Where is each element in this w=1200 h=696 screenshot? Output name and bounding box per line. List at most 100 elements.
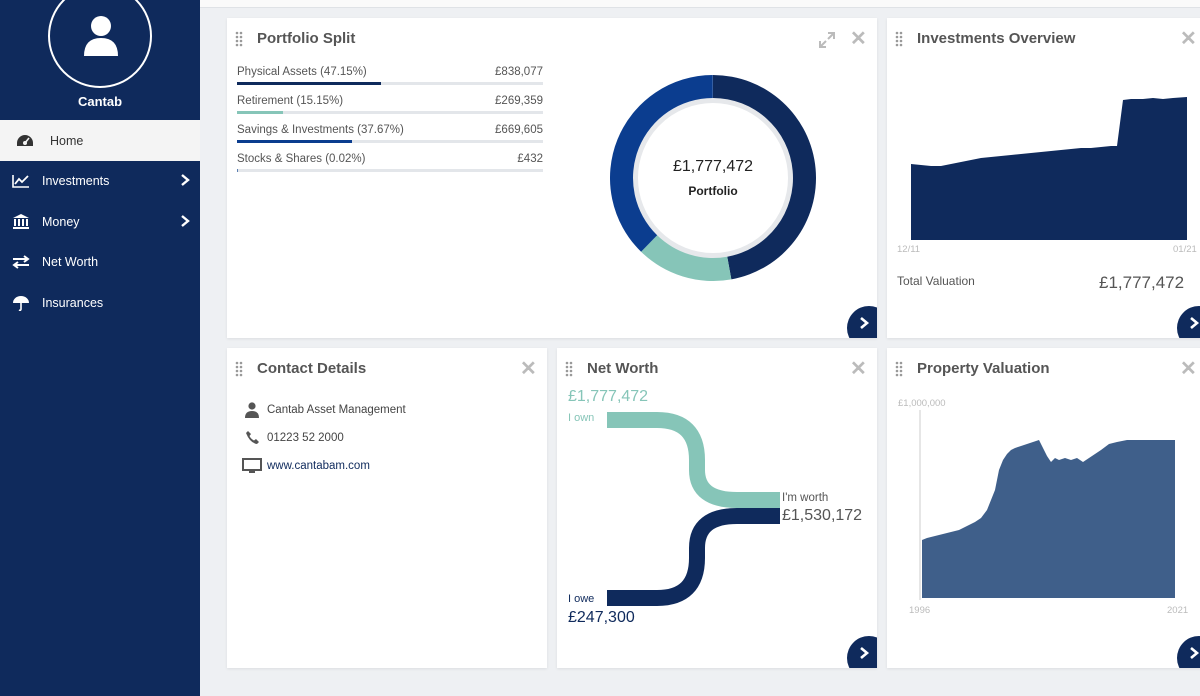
investments-overview-card: Investments Overview ✕ 12/11 01/21 Total… <box>887 18 1200 338</box>
top-bar <box>200 0 1200 8</box>
split-bar-fill <box>237 140 353 143</box>
chart-line-icon <box>10 173 32 189</box>
avatar[interactable] <box>48 0 152 88</box>
split-bar-track <box>237 140 543 143</box>
sidebar-item-net-worth[interactable]: Net Worth <box>0 242 200 283</box>
donut-slice[interactable] <box>713 75 816 280</box>
property-area <box>922 440 1175 598</box>
sidebar-item-home[interactable]: Home <box>0 120 200 161</box>
donut-slice[interactable] <box>641 235 732 281</box>
owe-value: £247,300 <box>568 609 635 626</box>
split-value: £669,605 <box>495 124 543 136</box>
split-bar-fill <box>237 111 284 114</box>
split-value: £838,077 <box>495 66 543 78</box>
chevron-right-icon <box>1190 317 1200 329</box>
close-icon[interactable]: ✕ <box>1180 28 1197 50</box>
close-icon[interactable]: ✕ <box>520 358 537 380</box>
user-icon <box>84 16 118 56</box>
portfolio-split-row: Savings & Investments (37.67%) £669,605 <box>237 124 543 148</box>
split-value: £269,359 <box>495 95 543 107</box>
close-icon[interactable]: ✕ <box>1180 358 1197 380</box>
open-portfolio-button[interactable] <box>847 306 877 338</box>
sidebar-item-money[interactable]: Money <box>0 202 200 243</box>
sidebar-nav: Home Investments Money Net Worth <box>0 120 200 323</box>
own-label: I own <box>568 412 595 424</box>
split-bar-track <box>237 169 543 172</box>
total-valuation-value: £1,777,472 <box>1099 273 1185 292</box>
chevron-right-icon <box>1190 647 1200 659</box>
portfolio-split-row: Stocks & Shares (0.02%) £432 <box>237 153 543 177</box>
sidebar-item-label: Investments <box>42 174 110 189</box>
sidebar-item-investments[interactable]: Investments <box>0 161 200 202</box>
sidebar-item-label: Insurances <box>42 295 104 310</box>
split-label: Retirement (15.15%) <box>237 95 344 107</box>
profile-name: Cantab <box>77 94 123 109</box>
chevron-right-icon <box>860 317 870 329</box>
sidebar-item-label: Home <box>50 133 84 148</box>
contact-company: Cantab Asset Management <box>241 402 406 418</box>
drag-handle-icon[interactable] <box>895 31 903 47</box>
portfolio-split-card: Portfolio Split ✕ Physical Assets (47.15… <box>227 18 877 338</box>
split-bar-track <box>237 111 543 114</box>
card-title: Investments Overview <box>917 30 1076 47</box>
split-label: Physical Assets (47.15%) <box>237 66 367 78</box>
open-investments-button[interactable] <box>1177 306 1200 338</box>
owe-flow <box>607 508 780 606</box>
close-icon[interactable]: ✕ <box>850 28 867 50</box>
drag-handle-icon[interactable] <box>895 361 903 377</box>
owe-label: I owe <box>568 593 595 605</box>
exchange-arrows-icon <box>10 254 32 270</box>
portfolio-split-row: Retirement (15.15%) £269,359 <box>237 95 543 119</box>
donut-center: £1,777,472 Portfolio <box>663 158 763 198</box>
drag-handle-icon[interactable] <box>235 31 243 47</box>
split-value: £432 <box>517 153 543 165</box>
contact-phone[interactable]: 01223 52 2000 <box>241 430 344 445</box>
contact-company-text: Cantab Asset Management <box>267 404 406 416</box>
contact-phone-text: 01223 52 2000 <box>267 431 344 444</box>
donut-value: £1,777,472 <box>672 158 754 175</box>
sidebar-item-label: Money <box>42 214 80 229</box>
split-bar-fill <box>237 82 382 85</box>
contact-website[interactable]: www.cantabam.com <box>241 458 370 474</box>
split-label: Stocks & Shares (0.02%) <box>237 153 366 165</box>
split-bar-track <box>237 82 543 85</box>
dashboard-icon <box>14 133 36 149</box>
website-link[interactable]: www.cantabam.com <box>267 460 370 472</box>
portfolio-split-row: Physical Assets (47.15%) £838,077 <box>237 66 543 90</box>
drag-handle-icon[interactable] <box>235 361 243 377</box>
close-icon[interactable]: ✕ <box>850 358 867 380</box>
monitor-icon <box>241 458 263 474</box>
card-title: Contact Details <box>257 360 367 377</box>
open-property-button[interactable] <box>1177 636 1200 668</box>
bank-icon <box>10 213 32 230</box>
user-profile: Cantab <box>0 0 200 120</box>
property-valuation-card: Property Valuation ✕ £1,000,000 1996 202… <box>887 348 1200 668</box>
phone-icon <box>241 430 263 445</box>
x-axis-end: 01/21 <box>1173 244 1197 255</box>
own-flow <box>607 412 780 508</box>
person-icon <box>241 402 263 418</box>
y-axis-max-label: £1,000,000 <box>898 398 946 409</box>
investments-area <box>911 97 1187 240</box>
umbrella-icon <box>10 295 32 311</box>
investments-area-chart <box>911 97 1187 240</box>
donut-slice[interactable] <box>610 75 713 252</box>
card-title: Net Worth <box>587 360 659 377</box>
sidebar-item-label: Net Worth <box>42 255 99 270</box>
x-axis-end: 2021 <box>1167 605 1189 616</box>
worth-value: £1,530,172 <box>782 507 863 524</box>
split-label: Savings & Investments (37.67%) <box>237 124 404 136</box>
card-title: Property Valuation <box>917 360 1050 377</box>
sidebar: Cantab Home Investments Money <box>0 0 200 696</box>
portfolio-donut-chart <box>610 75 816 281</box>
total-valuation-label: Total Valuation <box>897 274 975 288</box>
net-worth-card: Net Worth ✕ £1,777,472 I own I'm worth £… <box>557 348 877 668</box>
card-title: Portfolio Split <box>257 30 356 47</box>
drag-handle-icon[interactable] <box>565 361 573 377</box>
contact-details-card: Contact Details ✕ Cantab Asset Managemen… <box>227 348 547 668</box>
split-bar-fill <box>237 169 238 172</box>
expand-icon[interactable] <box>817 30 837 50</box>
sidebar-item-insurances[interactable]: Insurances <box>0 283 200 324</box>
donut-label: Portfolio <box>688 184 738 198</box>
x-axis-start: 1996 <box>909 605 931 616</box>
